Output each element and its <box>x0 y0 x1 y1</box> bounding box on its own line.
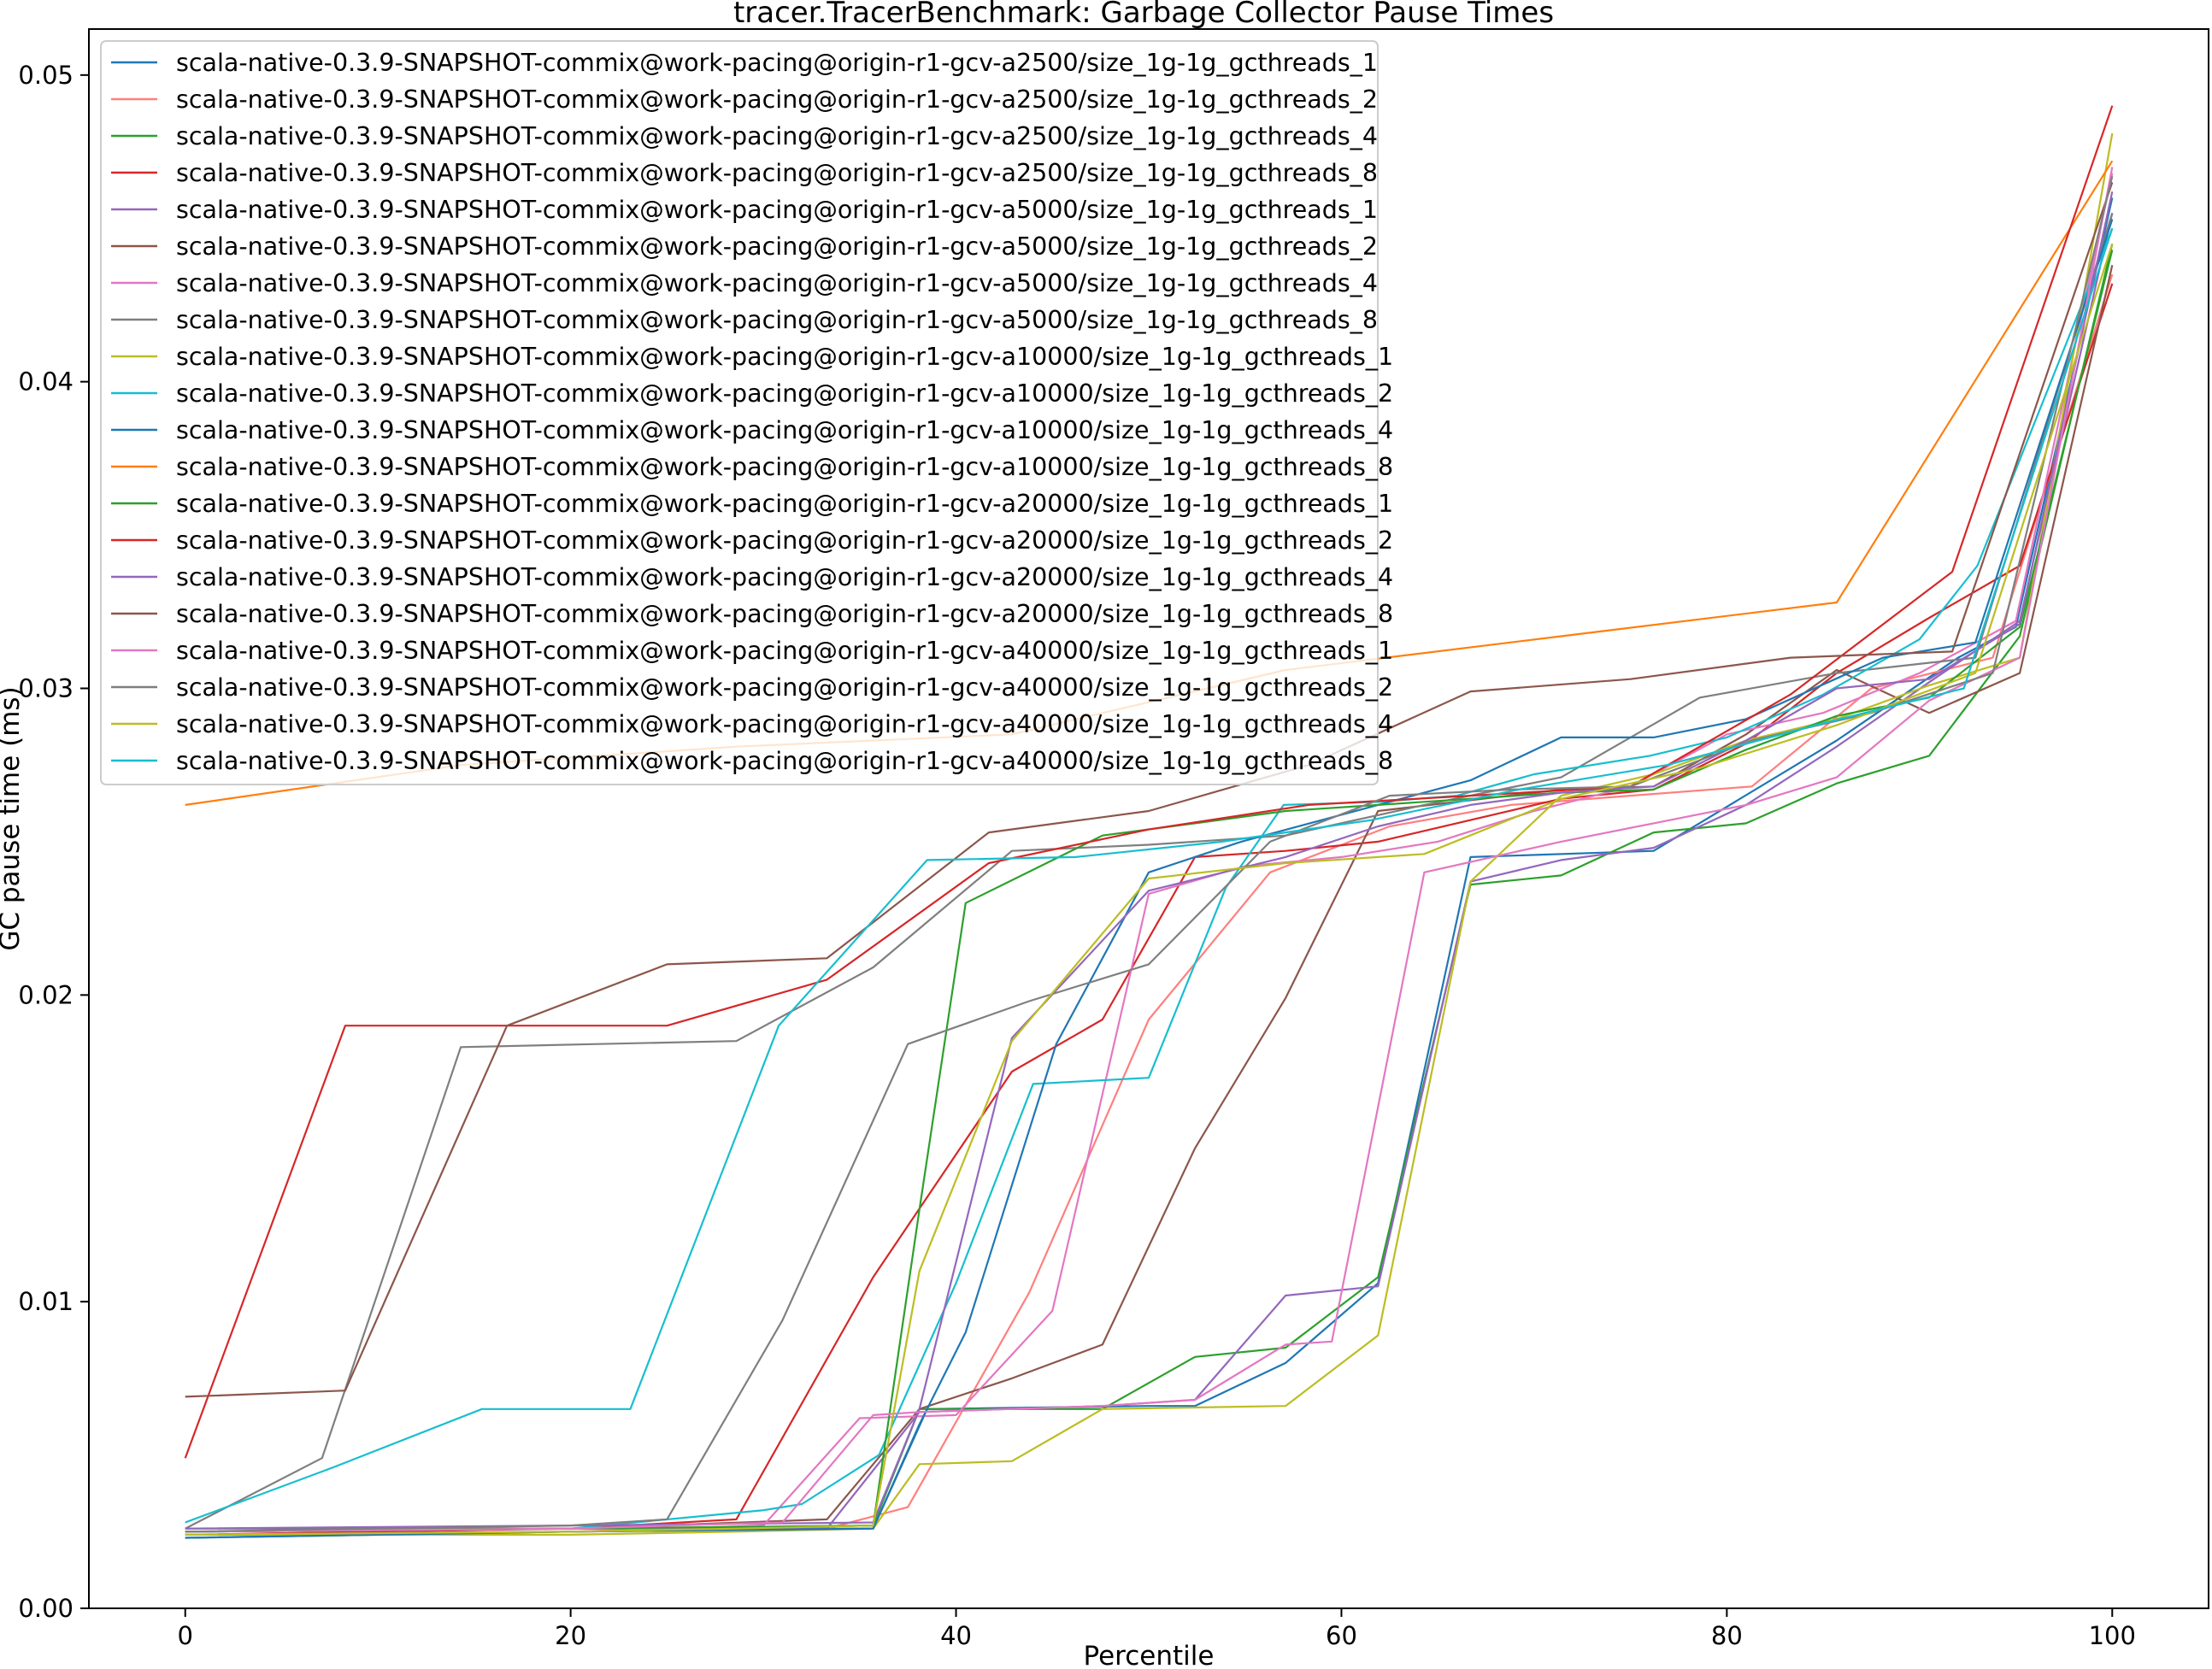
legend-entry-label: scala-native-0.3.9-SNAPSHOT-commix@work-… <box>176 563 1393 591</box>
legend-entry-label: scala-native-0.3.9-SNAPSHOT-commix@work-… <box>176 637 1393 665</box>
series-line-5 <box>185 213 2114 1536</box>
series-line-17 <box>185 167 2114 1533</box>
series-line-13 <box>185 250 2114 1530</box>
x-tick-label: 20 <box>555 1621 586 1650</box>
legend-entry-label: scala-native-0.3.9-SNAPSHOT-commix@work-… <box>176 416 1393 444</box>
y-tick-label: 0.00 <box>18 1594 74 1623</box>
y-tick-label: 0.05 <box>18 61 74 90</box>
legend-entry-label: scala-native-0.3.9-SNAPSHOT-commix@work-… <box>176 600 1393 628</box>
series-line-11 <box>185 219 2114 1539</box>
y-tick-label: 0.04 <box>18 367 74 397</box>
legend-entry-label: scala-native-0.3.9-SNAPSHOT-commix@work-… <box>176 673 1393 702</box>
x-axis-ticks: 0 20 40 60 80 100 <box>178 1608 2136 1650</box>
y-tick-label: 0.01 <box>18 1287 74 1316</box>
y-axis-label: GC pause time (ms) <box>0 686 26 950</box>
legend: scala-native-0.3.9-SNAPSHOT-commix@work-… <box>100 40 1393 785</box>
x-tick-label: 100 <box>2089 1621 2136 1650</box>
legend-entry-label: scala-native-0.3.9-SNAPSHOT-commix@work-… <box>176 343 1393 371</box>
series-line-20 <box>185 227 2114 1524</box>
legend-box <box>100 40 1379 785</box>
legend-entry-label: scala-native-0.3.9-SNAPSHOT-commix@work-… <box>176 232 1378 261</box>
series-line-15 <box>185 191 2114 1530</box>
series-line-7 <box>185 173 2114 1536</box>
x-tick-label: 80 <box>1711 1621 1743 1650</box>
x-tick-label: 40 <box>940 1621 972 1650</box>
legend-entry-label: scala-native-0.3.9-SNAPSHOT-commix@work-… <box>176 269 1378 297</box>
legend-entry-label: scala-native-0.3.9-SNAPSHOT-commix@work-… <box>176 196 1378 224</box>
series-line-4 <box>185 283 2114 1536</box>
legend-entry-label: scala-native-0.3.9-SNAPSHOT-commix@work-… <box>176 122 1378 150</box>
legend-entry-label: scala-native-0.3.9-SNAPSHOT-commix@work-… <box>176 379 1393 408</box>
legend-entry-label: scala-native-0.3.9-SNAPSHOT-commix@work-… <box>176 490 1393 518</box>
legend-entry-label: scala-native-0.3.9-SNAPSHOT-commix@work-… <box>176 49 1378 77</box>
x-tick-label: 0 <box>178 1621 193 1650</box>
legend-entry-label: scala-native-0.3.9-SNAPSHOT-commix@work-… <box>176 85 1378 114</box>
legend-entry-label: scala-native-0.3.9-SNAPSHOT-commix@work-… <box>176 306 1378 334</box>
chart-title: tracer.TracerBenchmark: Garbage Collecto… <box>733 0 1554 30</box>
y-tick-label: 0.03 <box>18 673 74 702</box>
series-line-10 <box>185 227 2114 1533</box>
plot-area-frame <box>88 28 2209 1609</box>
x-tick-label: 60 <box>1326 1621 1357 1650</box>
y-axis-ticks: 0.00 0.01 0.02 0.03 0.04 0.05 <box>18 61 89 1623</box>
series-line-6 <box>185 265 2114 1533</box>
legend-entry-label: scala-native-0.3.9-SNAPSHOT-commix@work-… <box>176 526 1393 555</box>
legend-entry-label: scala-native-0.3.9-SNAPSHOT-commix@work-… <box>176 453 1393 481</box>
legend-entry-label: scala-native-0.3.9-SNAPSHOT-commix@work-… <box>176 710 1393 738</box>
series-line-8 <box>185 212 2114 1530</box>
series-line-19 <box>185 243 2114 1536</box>
legend-entry-label: scala-native-0.3.9-SNAPSHOT-commix@work-… <box>176 159 1378 187</box>
series-line-16 <box>185 182 2114 1398</box>
legend-entry-label: scala-native-0.3.9-SNAPSHOT-commix@work-… <box>176 747 1393 775</box>
x-axis-label: Percentile <box>1084 1641 1215 1669</box>
y-tick-label: 0.02 <box>18 980 74 1009</box>
